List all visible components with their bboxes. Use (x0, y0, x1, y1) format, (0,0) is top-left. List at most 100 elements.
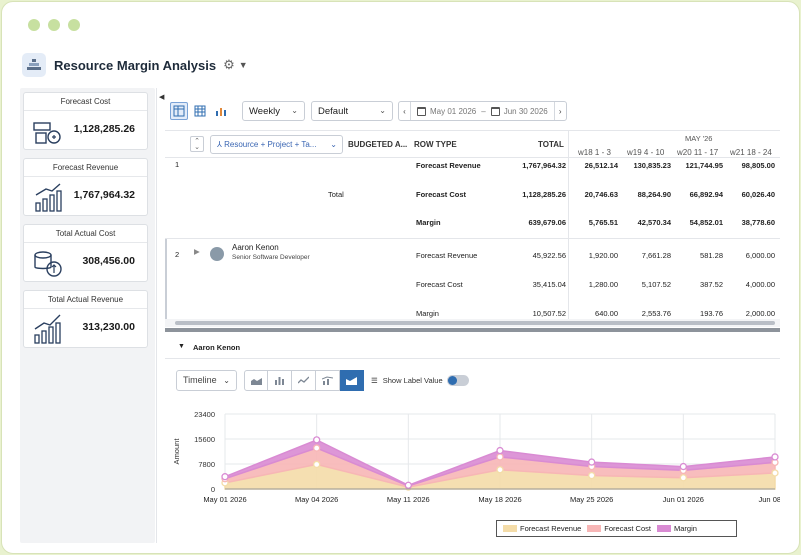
kpi-sidebar: Forecast Cost 1,128,285.26 Forecast Reve… (20, 88, 155, 543)
kpi-card-forecast-revenue: Forecast Revenue 1,767,964.32 (23, 158, 148, 216)
combo-chart-type-icon[interactable] (316, 370, 340, 391)
week-value: 387.52 (700, 280, 723, 289)
scrollbar-thumb[interactable] (175, 321, 775, 325)
show-label-toggle[interactable]: ☰ Show Label Value (371, 375, 469, 386)
show-label-text: Show Label Value (382, 376, 443, 385)
date-range-picker[interactable]: ‹ May 01 2026 – Jun 30 2026 › (398, 101, 567, 121)
row-index: 1 (175, 160, 180, 169)
next-period-icon[interactable]: › (553, 102, 566, 120)
list-icon: ☰ (371, 376, 378, 385)
date-to[interactable]: Jun 30 2026 (503, 106, 548, 116)
y-tick-label: 0 (211, 485, 215, 494)
week-value: 193.76 (700, 309, 723, 318)
avatar (210, 247, 224, 261)
horizontal-scrollbar[interactable] (165, 319, 780, 327)
window-dot (48, 19, 60, 31)
area-chart-type-icon[interactable] (244, 370, 268, 391)
margin-grid: ⌃ ⌄ ⅄ Resource + Project + Ta... ⌄ BUDGETE… (165, 130, 780, 325)
month-label: MAY '26 (685, 134, 713, 143)
week-value: 98,805.00 (741, 161, 775, 170)
period-select[interactable]: Weekly ⌄ (242, 101, 305, 121)
money-bag-icon (33, 122, 61, 144)
column-divider (568, 158, 569, 325)
week-value: 20,746.63 (584, 190, 618, 199)
kpi-label: Forecast Revenue (24, 159, 147, 177)
bar-chart-type-icon[interactable] (268, 370, 292, 391)
data-point (496, 446, 504, 455)
data-point (771, 469, 779, 477)
week-value: 130,835.23 (633, 161, 671, 170)
row-separator (165, 238, 780, 239)
chart-view-icon[interactable] (212, 102, 230, 120)
chart-toolbar: Timeline ⌄ ☰ Show Label Value (176, 370, 469, 391)
calendar-icon (417, 106, 426, 116)
data-point (588, 471, 596, 480)
previous-period-icon[interactable]: ‹ (399, 102, 411, 120)
kpi-value: 313,230.00 (82, 321, 135, 333)
collapse-section-icon[interactable]: ▼ (178, 343, 185, 350)
collapse-left-icon[interactable]: ◀ (159, 94, 165, 101)
week-value: 2,000.00 (745, 309, 775, 318)
total-value: 35,415.04 (532, 280, 566, 289)
x-tick-label: May 11 2026 (387, 495, 430, 504)
week-value: 5,765.51 (588, 218, 618, 227)
window-dot (68, 19, 80, 31)
date-from[interactable]: May 01 2026 (430, 106, 477, 116)
header-total[interactable]: TOTAL (538, 140, 564, 149)
x-tick-label: May 25 2026 (570, 495, 613, 504)
chevron-down-icon: ⌄ (379, 106, 386, 115)
row-type: Forecast Cost (416, 190, 467, 199)
total-value: 45,922.56 (532, 251, 566, 260)
view-select-value: Default (318, 105, 349, 117)
week-value: 66,892.94 (689, 190, 723, 199)
expand-row-icon[interactable]: ▶ (194, 247, 200, 256)
bar-growth-icon (34, 314, 61, 344)
sort-icon[interactable]: ⌃ ⌄ (190, 136, 204, 152)
row-label: Total (328, 190, 344, 199)
detail-section-header[interactable]: ▼ Aaron Kenon (165, 335, 780, 359)
week-value: 7,661.28 (641, 251, 671, 260)
week-value: 26,512.14 (584, 161, 618, 170)
row-type: Forecast Revenue (416, 161, 481, 170)
week-value: 54,852.01 (689, 218, 723, 227)
week-value: 2,553.76 (641, 309, 671, 318)
legend-swatch (587, 525, 602, 532)
chart-legend: Forecast Revenue Forecast Cost Margin (496, 520, 737, 537)
row-type: Margin (416, 309, 439, 318)
chevron-down-icon[interactable]: ▼ (238, 60, 248, 70)
y-axis-label: Amount (172, 438, 181, 465)
header-budgeted[interactable]: BUDGETED A... (348, 140, 408, 149)
data-point (313, 444, 321, 452)
kpi-label: Total Actual Revenue (24, 291, 147, 309)
group-by-select[interactable]: ⅄ Resource + Project + Ta... ⌄ (210, 135, 343, 154)
total-value: 1,128,285.26 (522, 190, 566, 199)
toggle-switch[interactable] (446, 375, 469, 386)
calendar-icon (490, 106, 500, 116)
kpi-card-actual-revenue: Total Actual Revenue 313,230.00 (23, 290, 148, 348)
timeline-select[interactable]: Timeline ⌄ (176, 370, 237, 391)
week-value: 4,000.00 (745, 280, 775, 289)
pane-splitter[interactable] (165, 328, 780, 332)
legend-label[interactable]: Forecast Cost (604, 524, 651, 533)
x-tick-label: May 18 2026 (478, 495, 521, 504)
kpi-value: 308,456.00 (82, 255, 135, 267)
line-chart-type-icon[interactable] (292, 370, 316, 391)
panel-divider[interactable] (156, 88, 157, 543)
header-week: w18 1 - 3 (578, 148, 611, 157)
settings-gear-icon[interactable]: ⚙ (223, 57, 235, 72)
y-tick-label: 23400 (194, 410, 215, 419)
grid-view-icon[interactable] (170, 102, 188, 120)
resource-name[interactable]: Aaron Kenon (232, 243, 279, 252)
growth-chart-icon (35, 183, 62, 212)
legend-label[interactable]: Margin (673, 524, 697, 533)
x-tick-label: May 01 2026 (203, 495, 246, 504)
stacked-area-chart-type-icon[interactable] (340, 370, 364, 391)
table-view-icon[interactable] (191, 102, 209, 120)
data-point (679, 462, 687, 471)
grid-header: ⌃ ⌄ ⅄ Resource + Project + Ta... ⌄ BUDGETE… (165, 131, 780, 158)
view-select[interactable]: Default ⌄ (311, 101, 393, 121)
week-value: 5,107.52 (641, 280, 671, 289)
header-row-type[interactable]: ROW TYPE (414, 140, 457, 149)
legend-label[interactable]: Forecast Revenue (520, 524, 582, 533)
window-dot (28, 19, 40, 31)
